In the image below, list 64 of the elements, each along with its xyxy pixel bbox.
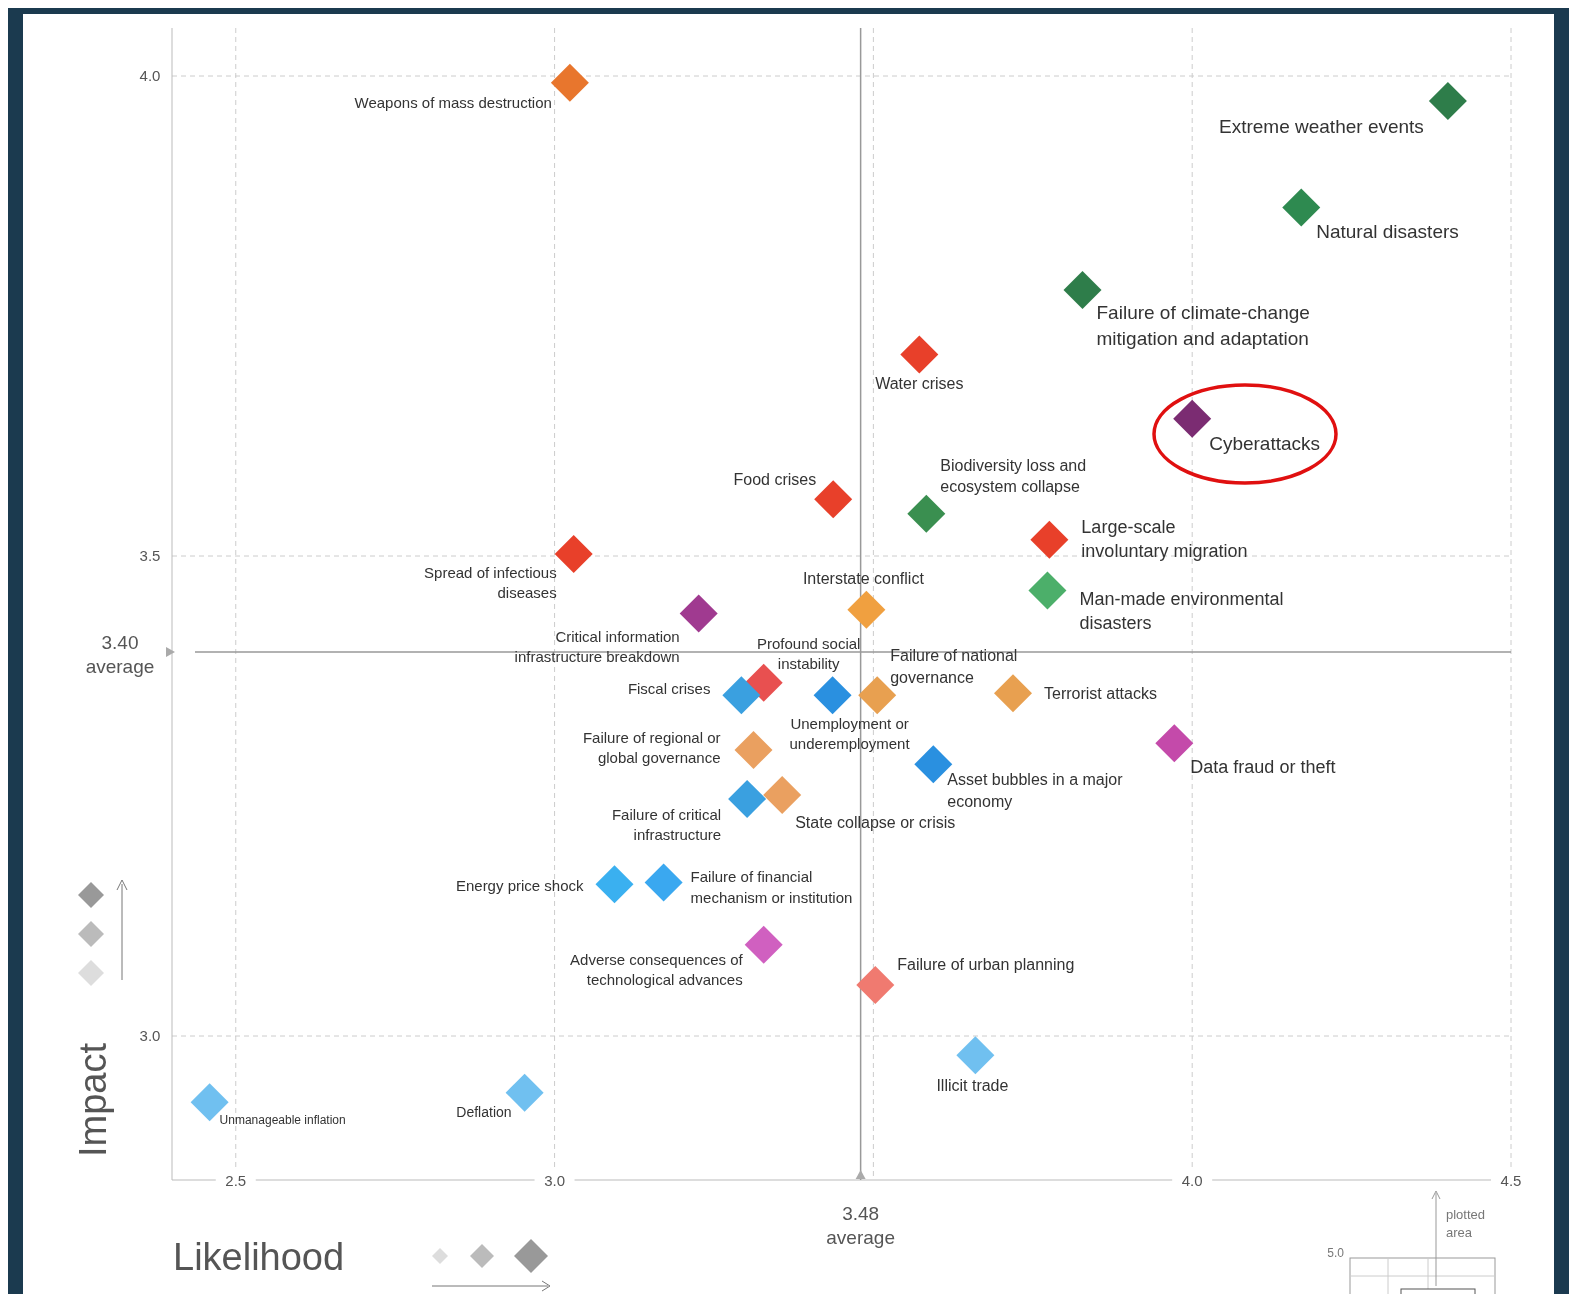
data-label: Spread of infectious diseases	[424, 564, 557, 602]
data-label: Food crises	[733, 471, 817, 489]
point	[1030, 520, 1069, 559]
data-label: Large-scale involuntary migration	[1081, 516, 1248, 561]
data-label: Energy price shock	[455, 877, 584, 895]
point	[722, 676, 761, 715]
x-axis-title: Likelihood	[173, 1236, 345, 1278]
y-tick-label: 3.0	[139, 1027, 161, 1044]
data-label: Cyberattacks	[1209, 432, 1321, 454]
point	[644, 863, 683, 902]
x-tick-label: 4.5	[1500, 1172, 1522, 1189]
point	[907, 494, 946, 533]
data-label: Critical information infrastructure breakdown	[514, 627, 680, 665]
data-label: Profound social instability	[757, 634, 861, 672]
x-tick-label: 3.0	[544, 1172, 565, 1189]
data-label: Extreme weather events	[1219, 115, 1424, 137]
data-label: Water crises	[875, 375, 964, 393]
x-tick-label: 4.0	[1181, 1172, 1203, 1189]
y-axis-title: Impact	[72, 1042, 114, 1158]
data-label: State collapse or crisis	[795, 814, 956, 832]
point	[550, 63, 589, 102]
data-label: Unemployment or underemployment	[789, 715, 911, 753]
data-label: Failure of critical infrastructure	[611, 805, 722, 844]
point	[856, 966, 895, 1005]
data-label: Failure of climate-change mitigation and adaptation	[1096, 302, 1310, 349]
point	[1282, 188, 1321, 227]
point	[1428, 81, 1467, 120]
y-tick-label: 4.0	[139, 67, 161, 84]
data-label: Man-made environmental disasters	[1079, 588, 1284, 633]
point	[744, 925, 783, 964]
point	[847, 590, 886, 629]
point	[900, 335, 939, 374]
plotted-area-thumbnail: plotted area 5.0	[1327, 1190, 1496, 1294]
data-label: Data fraud or theft	[1190, 757, 1336, 778]
data-label: Weapons of mass destruction	[354, 93, 552, 111]
data-label: Failure of financial mechanism or institution	[690, 868, 853, 906]
data-label: Illicit trade	[936, 1077, 1009, 1095]
point	[994, 674, 1033, 713]
data-label: Natural disasters	[1316, 220, 1459, 242]
ref-line-label: 3.48 average	[826, 1203, 895, 1248]
data-label: Deflation	[456, 1103, 512, 1120]
ref-line-label: 3.40 average	[85, 632, 155, 677]
point	[813, 676, 852, 715]
data-label: Biodiversity loss and ecosystem collapse	[940, 456, 1087, 496]
data-label: Interstate conflict	[802, 569, 925, 587]
point	[595, 865, 634, 904]
data-label: Failure of regional or global governance	[582, 728, 721, 767]
data-label: Failure of national governance	[890, 647, 1018, 686]
data-label: Fiscal crises	[627, 680, 711, 698]
x-tick-label: 2.5	[225, 1172, 247, 1189]
data-label: Terrorist attacks	[1044, 685, 1157, 703]
point	[1173, 399, 1212, 438]
point	[763, 776, 802, 815]
data-label: Adverse consequences of technological advances	[570, 950, 744, 989]
point	[728, 779, 767, 818]
point	[679, 594, 718, 633]
data-label: Unmanageable inflation	[219, 1113, 346, 1128]
point	[1028, 571, 1067, 610]
point	[956, 1036, 995, 1075]
y-tick-label: 3.5	[139, 547, 161, 564]
point	[814, 480, 853, 519]
data-label: Failure of urban planning	[897, 956, 1075, 974]
data-label: Asset bubbles in a major economy	[947, 771, 1124, 810]
point	[734, 730, 773, 769]
